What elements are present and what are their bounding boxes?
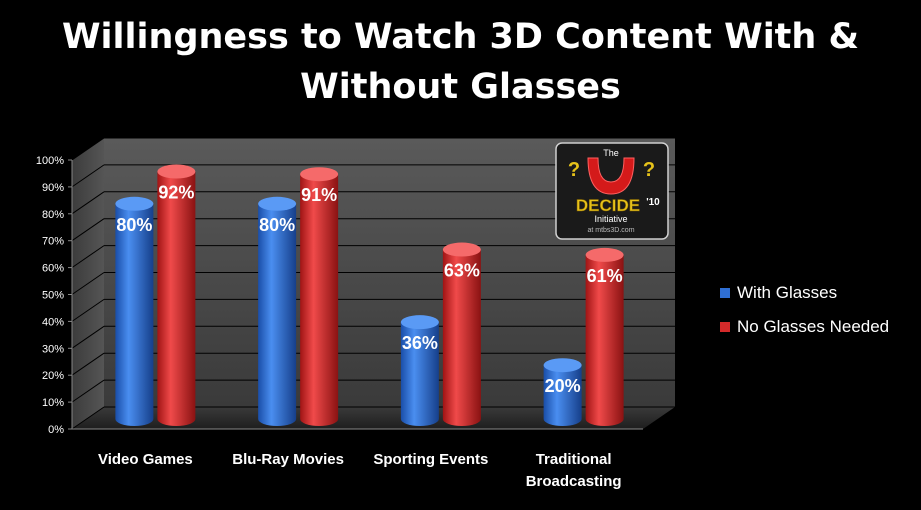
bar-top <box>585 247 624 262</box>
x-category-label: Sporting Events <box>373 451 488 468</box>
y-tick-label: 50% <box>42 290 64 302</box>
bar-body <box>115 203 154 427</box>
bar-no-glasses-1: 92% <box>157 164 196 427</box>
bar-top <box>157 164 196 179</box>
bar-with-glasses-4: 20% <box>543 358 582 427</box>
bar-body <box>442 249 481 427</box>
horseshoe-icon <box>587 157 635 195</box>
gridline-side <box>71 272 105 295</box>
data-label: 92% <box>158 183 194 203</box>
question-mark-icon: ? <box>643 159 655 181</box>
data-label: 91% <box>301 185 337 205</box>
gridline-side <box>71 218 105 242</box>
chart-title-line-2: Without Glasses <box>300 67 621 107</box>
bar-no-glasses-2: 91% <box>300 167 339 427</box>
data-label: 80% <box>116 215 152 235</box>
bar-top <box>258 196 297 211</box>
x-category-label: Blu-Ray Movies <box>232 451 344 468</box>
data-label: 80% <box>259 215 295 235</box>
y-tick-label: 80% <box>42 209 64 221</box>
bar-body <box>400 322 439 427</box>
y-axis: 0% 10% 20% 30% 40% 50% 60% 70% 80% 90% 100% <box>36 155 72 436</box>
y-tick-label: 40% <box>42 316 64 328</box>
bar-body <box>585 254 624 427</box>
bar-top <box>442 242 481 257</box>
logo-url-text: at mtbs3D.com <box>587 227 634 234</box>
gridline-side <box>71 406 105 430</box>
legend-swatch <box>720 322 730 332</box>
logo-top-text: The <box>603 148 619 158</box>
x-category-label: Broadcasting <box>526 473 622 490</box>
logo-main-text: DECIDE <box>576 196 640 215</box>
legend-swatch <box>720 288 730 298</box>
gridline-side <box>71 379 105 403</box>
gridline-side <box>71 191 105 215</box>
floor <box>72 407 675 429</box>
gridline-side <box>71 325 105 349</box>
gridline-side <box>71 245 105 269</box>
gridline-side <box>71 352 105 376</box>
y-tick-label: 90% <box>42 182 64 194</box>
y-tick-label: 20% <box>42 370 64 382</box>
bar-top <box>115 196 154 211</box>
y-tick-label: 60% <box>42 263 64 275</box>
logo-sub-text: Initiative <box>594 214 627 224</box>
data-label: 61% <box>587 266 623 286</box>
decide-initiative-logo: The ? ? DECIDE '10 Initiative at mtbs3D.… <box>555 142 669 240</box>
y-tick-label: 0% <box>48 424 64 436</box>
bar-body <box>258 203 297 427</box>
data-label: 63% <box>444 261 480 281</box>
bar-no-glasses-3: 63% <box>442 242 481 427</box>
bar-top <box>300 167 339 182</box>
bar-no-glasses-4: 61% <box>585 247 624 427</box>
legend: With Glasses No Glasses Needed <box>720 283 889 336</box>
legend-label: No Glasses Needed <box>737 317 889 336</box>
x-category-label: Traditional <box>536 451 612 468</box>
x-axis: Video Games Blu-Ray Movies Sporting Events… <box>98 451 622 490</box>
data-label: 20% <box>545 376 581 396</box>
legend-label: With Glasses <box>737 283 837 302</box>
question-mark-icon: ? <box>568 159 580 181</box>
bar-with-glasses-3: 36% <box>400 315 439 427</box>
bar-with-glasses-2: 80% <box>258 196 297 427</box>
bar-body <box>157 171 196 427</box>
bar-with-glasses-1: 80% <box>115 196 154 427</box>
y-tick-label: 30% <box>42 343 64 355</box>
bar-top <box>400 315 439 330</box>
bar-body <box>543 365 582 427</box>
bar-top <box>543 358 582 373</box>
data-label: 36% <box>402 333 438 353</box>
bars: 80% 92% 80% 91% 36% 63% 20% 61% <box>115 164 624 427</box>
y-tick-label: 70% <box>42 236 64 248</box>
gridline-side <box>71 137 105 161</box>
logo-year-text: '10 <box>646 197 660 208</box>
bar-body <box>300 174 339 427</box>
chart-title-line-1: Willingness to Watch 3D Content With & <box>61 17 860 57</box>
y-tick-label: 100% <box>36 155 64 167</box>
chart-title: Willingness to Watch 3D Content With & W… <box>0 12 921 112</box>
x-category-label: Video Games <box>98 451 193 468</box>
y-tick-label: 10% <box>42 397 64 409</box>
gridline-side <box>71 298 105 322</box>
gridline-side <box>71 164 105 188</box>
